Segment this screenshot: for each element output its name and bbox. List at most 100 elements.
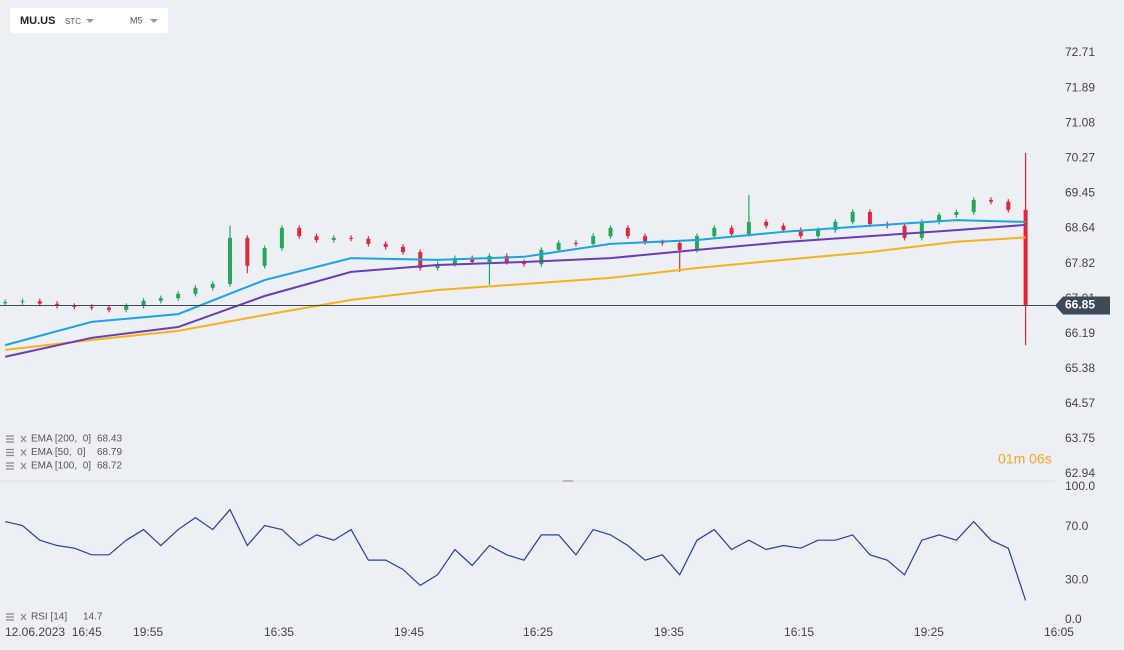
candle-body [158, 298, 163, 301]
last-price-tag [1055, 296, 1110, 315]
candle-body [55, 303, 60, 306]
candle-body [539, 249, 544, 265]
y-tick-label: 67.82 [1065, 256, 1095, 270]
legend-value: 14.7 [83, 612, 103, 623]
x-tick-label: 16:35 [264, 625, 294, 639]
y-tick-label: 63.75 [1065, 431, 1095, 445]
candle-body [228, 237, 233, 284]
candle-body [677, 243, 682, 250]
candle-body [366, 238, 371, 244]
candle-body [522, 261, 527, 265]
candle-body [729, 227, 734, 234]
candle-body [297, 227, 302, 237]
symbol: MU.US [20, 15, 55, 27]
candle-body [867, 211, 872, 225]
candle-body [20, 301, 25, 303]
timeframe: M5 [130, 15, 143, 25]
y-tick-label: 64.57 [1065, 396, 1095, 410]
candle-body [954, 211, 959, 216]
x-tick-label: 19:35 [654, 625, 684, 639]
candle-body [349, 237, 354, 239]
candle-body [798, 230, 803, 237]
x-tick-label: 16:05 [1044, 625, 1074, 639]
dropdown-icon[interactable] [150, 19, 158, 23]
candle-body [314, 236, 319, 240]
ema-line [5, 236, 1026, 351]
y-tick-label: 68.64 [1065, 221, 1095, 235]
rsi-line [5, 508, 1027, 601]
candle-body [608, 227, 613, 237]
y-tick-label: 62.94 [1065, 466, 1095, 480]
candle-body [573, 243, 578, 245]
legend-icon[interactable] [6, 462, 27, 470]
candle-body [106, 307, 111, 310]
candle-body [971, 199, 976, 212]
legend-icon[interactable] [6, 448, 27, 457]
candle-body [850, 211, 855, 222]
candle-body [210, 283, 215, 288]
candle-body [556, 243, 561, 250]
candle-body [1006, 201, 1011, 210]
candle-body [72, 305, 77, 307]
legend-value: 68.72 [97, 461, 122, 472]
y-tick-label: 0.0 [1065, 612, 1082, 626]
candle-body [176, 293, 181, 299]
legend-name: EMA [50, 0] [31, 447, 86, 458]
legend-value: 68.79 [97, 447, 122, 458]
y-tick-label: 71.89 [1065, 81, 1095, 95]
candle-body [435, 264, 440, 269]
candle-body [470, 258, 475, 262]
candle-body [141, 300, 146, 306]
legend-name: RSI [14] [31, 612, 67, 623]
y-tick-label: 66.19 [1065, 326, 1095, 340]
candle-body [591, 236, 596, 244]
candle-body [452, 258, 457, 265]
candle-body [833, 221, 838, 231]
candle-body [37, 301, 42, 304]
y-tick-label: 69.45 [1065, 186, 1095, 200]
candle-body [262, 248, 267, 266]
candle-body [764, 221, 769, 226]
candle-body [643, 236, 648, 243]
dropdown-icon[interactable] [86, 19, 94, 23]
candle-body [193, 287, 198, 294]
candle-body [937, 215, 942, 222]
ema-line [4, 223, 1026, 358]
candle-body [3, 302, 8, 304]
x-tick-label: 19:45 [394, 625, 424, 639]
candle-body [712, 227, 717, 237]
candle-body [694, 236, 699, 250]
x-tick-label: 16:25 [523, 625, 553, 639]
candle-body [781, 225, 786, 231]
candle-body [89, 306, 94, 308]
candle-body [989, 199, 994, 202]
candle-body [400, 246, 405, 253]
legend-icon[interactable] [6, 435, 27, 443]
candle-body [625, 227, 630, 237]
candle-body [124, 305, 129, 310]
candle-body [746, 221, 751, 234]
candle-body [245, 237, 250, 266]
market: STC [65, 17, 81, 26]
y-tick-label: 70.27 [1065, 150, 1095, 164]
legend-value: 68.43 [97, 434, 122, 445]
legend-name: EMA [200, 0] [31, 434, 91, 445]
candle-body [919, 221, 924, 238]
x-tick-label: 19:55 [133, 625, 163, 639]
x-tick-label: 19:25 [914, 625, 944, 639]
candle-body [383, 243, 388, 247]
legend-name: EMA [100, 0] [31, 461, 91, 472]
last-price-label: 66.85 [1065, 298, 1095, 312]
y-tick-label: 30.0 [1065, 572, 1089, 586]
candle-body [504, 255, 509, 262]
candle-body [1023, 209, 1028, 306]
legend-icon[interactable] [6, 613, 27, 621]
candle-body [816, 230, 821, 237]
y-tick-label: 72.71 [1065, 45, 1095, 59]
x-tick-label: 12.06.2023 16:45 [5, 625, 102, 639]
resize-handle[interactable] [563, 480, 573, 482]
ema-line [4, 219, 1026, 347]
candle-body [331, 237, 336, 240]
